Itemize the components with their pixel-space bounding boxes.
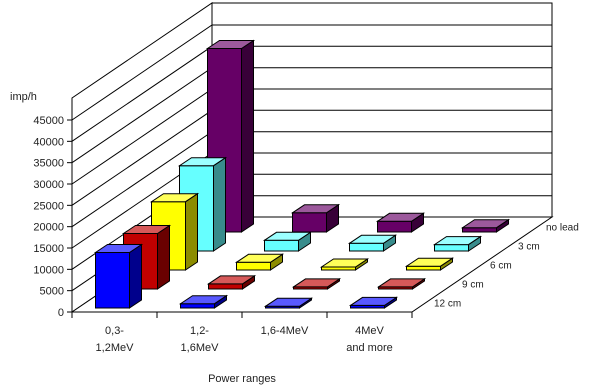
y-tick-label: 15000 bbox=[33, 243, 64, 255]
x-tick-label: 1,6MeV bbox=[181, 342, 220, 354]
bar bbox=[262, 231, 313, 252]
y-tick-label: 20000 bbox=[33, 222, 64, 234]
bar bbox=[178, 294, 229, 309]
bar bbox=[404, 257, 455, 271]
series-label: no lead bbox=[546, 223, 579, 234]
bar bbox=[375, 212, 426, 233]
y-tick-label: 45000 bbox=[33, 115, 64, 127]
x-tick-label: 1,6-4MeV bbox=[261, 325, 309, 337]
y-tick-label: 40000 bbox=[33, 136, 64, 148]
x-tick-label: 1,2MeV bbox=[96, 342, 135, 354]
y-tick-label: 35000 bbox=[33, 158, 64, 170]
bar bbox=[460, 218, 511, 233]
bar bbox=[376, 277, 427, 290]
x-tick-label: 0,3- bbox=[105, 325, 124, 337]
y-tick-label: 10000 bbox=[33, 264, 64, 276]
x-axis-label: Power ranges bbox=[208, 373, 276, 385]
bar bbox=[206, 274, 257, 290]
x-tick-label: 1,2- bbox=[190, 325, 209, 337]
bars-layer bbox=[93, 39, 511, 309]
y-tick-label: 5000 bbox=[40, 286, 64, 298]
bar bbox=[291, 277, 342, 290]
x-tick-label: 4MeV bbox=[355, 325, 384, 337]
labels-layer: 0 5000 10000 15000 20000 25000 30000 35000 40000… bbox=[10, 91, 579, 385]
series-label: 9 cm bbox=[462, 280, 484, 291]
y-tick-label: 0 bbox=[58, 307, 64, 319]
series-label: 3 cm bbox=[518, 242, 540, 253]
y-axis-label: imp/h bbox=[10, 91, 37, 103]
bar bbox=[93, 243, 144, 309]
bar bbox=[432, 235, 483, 252]
bar bbox=[263, 297, 314, 309]
series-label: 6 cm bbox=[490, 261, 512, 272]
bar bbox=[234, 253, 285, 271]
chart-walls bbox=[70, 2, 554, 313]
x-tick-label: and more bbox=[346, 342, 392, 354]
series-label: 12 cm bbox=[434, 299, 461, 310]
bar bbox=[319, 258, 370, 271]
gridline bbox=[71, 24, 552, 121]
bar bbox=[348, 296, 399, 309]
bar bbox=[347, 234, 398, 252]
y-tick-label: 25000 bbox=[33, 200, 64, 212]
y-tick-label: 30000 bbox=[33, 179, 64, 191]
bar bbox=[290, 203, 341, 233]
